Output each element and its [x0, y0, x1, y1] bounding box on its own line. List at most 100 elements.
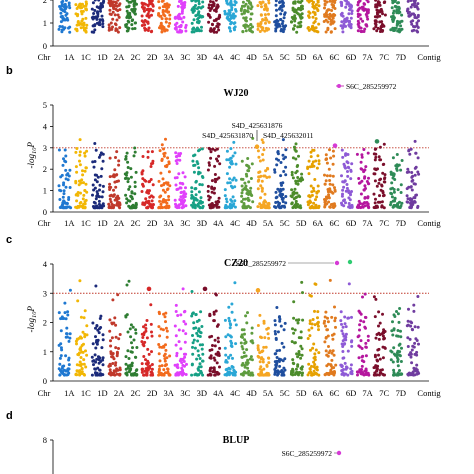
snp-point — [79, 315, 83, 319]
snp-point — [378, 3, 382, 7]
snp-point — [151, 195, 155, 199]
snp-point — [391, 199, 395, 203]
snp-point — [274, 0, 278, 3]
snp-point — [174, 343, 178, 347]
snp-point — [66, 178, 70, 182]
snp-point — [300, 4, 304, 8]
snp-point — [265, 28, 269, 32]
snp-point — [144, 323, 148, 327]
points — [57, 278, 421, 377]
snp-point — [183, 340, 187, 344]
x-tick-label: 6A — [313, 218, 324, 228]
snp-point — [190, 194, 194, 198]
snp-point — [174, 202, 177, 206]
snp-point — [306, 200, 310, 204]
snp-point — [65, 173, 69, 177]
snp-point — [275, 349, 279, 353]
snp-point — [167, 198, 171, 202]
snp-point — [291, 327, 294, 331]
snp-point — [406, 0, 410, 3]
snp-point — [190, 373, 194, 377]
snp-point — [194, 4, 197, 7]
snp-point — [81, 169, 84, 173]
snp-point — [410, 201, 414, 205]
snp-point — [390, 329, 394, 333]
x-tick-label: 7D — [396, 218, 406, 228]
snp-point — [133, 204, 136, 208]
snp-point — [231, 186, 235, 190]
snp-point — [396, 312, 400, 316]
snp-point — [181, 363, 185, 367]
snp-point — [79, 356, 83, 359]
snp-point — [145, 319, 149, 322]
snp-point — [190, 186, 194, 190]
x-tick-label: 7C — [379, 218, 389, 228]
snp-point — [316, 324, 320, 328]
snp-point — [76, 193, 80, 197]
snp-point — [98, 368, 102, 372]
snp-point — [196, 339, 200, 343]
snp-point — [173, 176, 177, 180]
snp-point — [292, 1, 296, 5]
snp-point — [297, 371, 301, 374]
snp-point — [246, 358, 250, 362]
snp-point — [149, 7, 153, 11]
snp-point — [314, 203, 318, 207]
snp-point — [161, 206, 164, 210]
snp-point — [161, 5, 165, 9]
snp-point — [293, 17, 297, 20]
snp-point — [157, 369, 161, 372]
snp-point — [326, 20, 330, 24]
snp-point — [311, 15, 315, 19]
snp-point — [246, 311, 249, 315]
snp-point — [389, 28, 393, 32]
snp-point — [284, 24, 288, 28]
snp-point — [339, 310, 343, 314]
snp-point — [324, 179, 328, 183]
snp-point — [409, 320, 413, 324]
snp-point — [310, 364, 313, 368]
snp-point — [344, 24, 348, 28]
snp-point — [213, 344, 217, 348]
snp-point — [251, 30, 254, 34]
snp-point — [108, 362, 112, 366]
snp-point — [180, 199, 184, 203]
snp-point — [410, 197, 414, 201]
snp-point — [258, 367, 262, 371]
snp-point — [344, 367, 348, 371]
snp-point — [296, 179, 300, 183]
snp-point — [276, 150, 280, 153]
snp-point — [184, 322, 188, 326]
y-tick-label: 4 — [43, 121, 48, 131]
snp-point — [333, 319, 337, 323]
snp-point — [164, 320, 167, 324]
snp-point — [295, 165, 299, 168]
snp-point — [265, 364, 269, 368]
snp-point — [144, 358, 147, 362]
snp-point — [324, 153, 328, 157]
snp-point — [300, 0, 304, 3]
snp-point — [373, 158, 377, 162]
snp-point — [100, 167, 104, 171]
snp-point — [150, 150, 154, 154]
snp-point — [229, 323, 233, 327]
snp-point — [306, 337, 310, 340]
snp-point — [293, 187, 297, 191]
snp-point — [174, 205, 178, 209]
snp-point — [64, 154, 68, 158]
snp-point — [149, 178, 153, 181]
snp-point — [175, 351, 179, 355]
snp-point — [201, 206, 204, 210]
snp-point — [306, 165, 310, 169]
snp-point — [108, 8, 112, 12]
snp-point — [273, 319, 277, 323]
snp-point — [83, 169, 87, 173]
snp-point — [251, 200, 255, 204]
snp-point — [378, 200, 382, 204]
snp-point — [416, 15, 420, 19]
snp-point — [324, 30, 328, 34]
snp-point — [293, 19, 297, 23]
snp-point — [396, 334, 400, 338]
y-tick-label: 1 — [43, 347, 47, 357]
snp-point — [248, 357, 252, 361]
